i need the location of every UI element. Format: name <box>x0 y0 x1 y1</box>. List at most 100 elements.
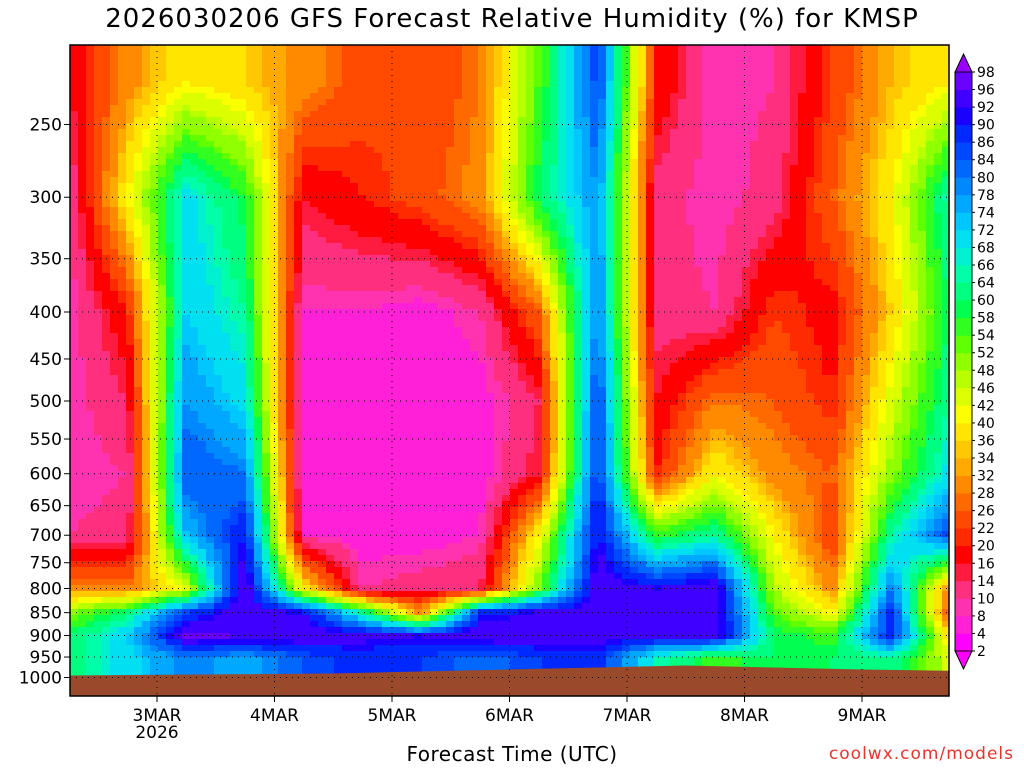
heatmap-cell <box>326 603 335 610</box>
heatmap-cell <box>78 357 87 364</box>
heatmap-cell <box>350 249 359 256</box>
heatmap-cell <box>206 333 215 340</box>
heatmap-cell <box>230 219 239 226</box>
heatmap-cell <box>222 147 231 154</box>
heatmap-cell <box>326 141 335 148</box>
heatmap-cell <box>342 369 351 376</box>
heatmap-cell <box>150 387 159 394</box>
heatmap-cell <box>246 207 255 214</box>
heatmap-cell <box>262 261 271 268</box>
heatmap-cell <box>406 333 415 340</box>
heatmap-cell <box>198 453 207 460</box>
heatmap-cell <box>182 147 191 154</box>
heatmap-cell <box>414 393 423 400</box>
heatmap-cell <box>382 69 391 76</box>
heatmap-cell <box>174 381 183 388</box>
heatmap-cell <box>382 303 391 310</box>
heatmap-cell <box>174 297 183 304</box>
heatmap-cell <box>166 639 175 646</box>
heatmap-cell <box>150 513 159 520</box>
heatmap-cell <box>86 147 95 154</box>
heatmap-cell <box>278 453 287 460</box>
heatmap-cell <box>342 123 351 130</box>
heatmap-cell <box>158 669 167 676</box>
heatmap-cell <box>198 351 207 358</box>
heatmap-cell <box>150 393 159 400</box>
heatmap-cell <box>214 531 223 538</box>
heatmap-cell <box>118 477 127 484</box>
heatmap-cell <box>342 627 351 634</box>
heatmap-cell <box>150 237 159 244</box>
heatmap-cell <box>86 117 95 124</box>
heatmap-cell <box>158 123 167 130</box>
heatmap-cell <box>206 627 215 634</box>
heatmap-cell <box>150 153 159 160</box>
heatmap-cell <box>334 297 343 304</box>
heatmap-cell <box>254 579 263 586</box>
heatmap-cell <box>366 57 375 64</box>
heatmap-cell <box>270 639 279 646</box>
heatmap-cell <box>182 465 191 472</box>
heatmap-cell <box>278 249 287 256</box>
heatmap-cell <box>246 615 255 622</box>
heatmap-cell <box>78 177 87 184</box>
heatmap-cell <box>86 531 95 538</box>
heatmap-cell <box>198 405 207 412</box>
heatmap-cell <box>134 387 143 394</box>
heatmap-cell <box>254 345 263 352</box>
heatmap-cell <box>270 651 279 658</box>
heatmap-cell <box>406 63 415 70</box>
heatmap-cell <box>110 669 119 676</box>
heatmap-cell <box>174 351 183 358</box>
heatmap-cell <box>278 615 287 622</box>
heatmap-cell <box>206 573 215 580</box>
heatmap-cell <box>374 69 383 76</box>
heatmap-cell <box>254 243 263 250</box>
heatmap-cell <box>294 171 303 178</box>
heatmap-cell <box>278 417 287 424</box>
heatmap-cell <box>422 81 431 88</box>
heatmap-cell <box>414 327 423 334</box>
heatmap-cell <box>262 165 271 172</box>
heatmap-cell <box>206 45 215 52</box>
heatmap-cell <box>358 267 367 274</box>
heatmap-cell <box>198 603 207 610</box>
heatmap-cell <box>142 615 151 622</box>
heatmap-cell <box>278 585 287 592</box>
heatmap-cell <box>286 441 295 448</box>
heatmap-cell <box>214 669 223 676</box>
heatmap-cell <box>110 453 119 460</box>
heatmap-cell <box>222 513 231 520</box>
heatmap-cell <box>334 507 343 514</box>
heatmap-cell <box>302 615 311 622</box>
heatmap-cell <box>78 249 87 256</box>
heatmap-cell <box>182 81 191 88</box>
heatmap-cell <box>110 237 119 244</box>
heatmap-cell <box>334 531 343 538</box>
heatmap-cell <box>326 597 335 604</box>
heatmap-cell <box>174 363 183 370</box>
heatmap-cell <box>294 99 303 106</box>
heatmap-cell <box>374 201 383 208</box>
heatmap-cell <box>78 423 87 430</box>
heatmap-cell <box>246 645 255 652</box>
heatmap-cell <box>390 369 399 376</box>
heatmap-cell <box>358 609 367 616</box>
heatmap-cell <box>118 357 127 364</box>
heatmap-cell <box>94 645 103 652</box>
heatmap-cell <box>302 321 311 328</box>
heatmap-cell <box>214 147 223 154</box>
heatmap-cell <box>262 57 271 64</box>
heatmap-cell <box>94 375 103 382</box>
heatmap-cell <box>278 63 287 70</box>
heatmap-cell <box>302 369 311 376</box>
heatmap-cell <box>214 237 223 244</box>
heatmap-cell <box>430 189 439 196</box>
heatmap-cell <box>294 357 303 364</box>
heatmap-cell <box>286 435 295 442</box>
heatmap-cell <box>238 117 247 124</box>
heatmap-cell <box>278 87 287 94</box>
heatmap-cell <box>406 213 415 220</box>
heatmap-cell <box>302 105 311 112</box>
heatmap-cell <box>366 627 375 634</box>
